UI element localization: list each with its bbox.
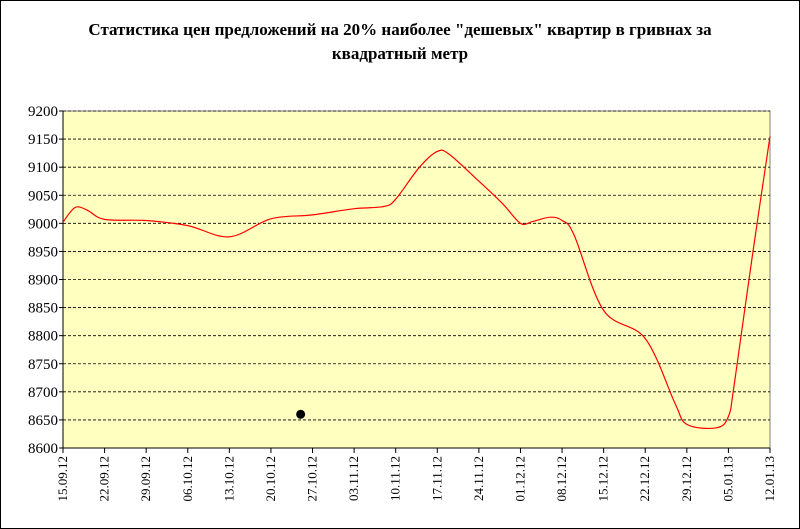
x-tick-label: 17.11.12 <box>429 456 444 501</box>
y-tick-label: 8950 <box>28 244 58 260</box>
x-tick-label: 01.12.12 <box>512 456 527 502</box>
x-tick-label: 27.10.12 <box>305 456 320 502</box>
y-axis: 8600 8650 8700 8750 8800 8850 8900 8950 9000 9050… <box>28 104 64 457</box>
y-tick-label: 8850 <box>28 301 58 317</box>
x-tick-label: 15.12.12 <box>596 456 611 502</box>
y-tick-label: 9150 <box>28 132 58 148</box>
x-tick-label: 03.11.12 <box>346 456 361 501</box>
y-tick-label: 9050 <box>28 188 58 204</box>
x-tick-label: 05.01.13 <box>720 456 735 502</box>
y-tick-label: 8650 <box>28 413 58 429</box>
marker-point <box>296 409 306 419</box>
x-tick-label: 20.10.12 <box>263 456 278 502</box>
y-tick-label: 8900 <box>28 273 58 289</box>
y-tick-label: 9100 <box>28 160 58 176</box>
x-tick-label: 10.11.12 <box>388 456 403 501</box>
x-tick-label: 22.12.12 <box>637 456 652 502</box>
y-tick-label: 8700 <box>28 385 58 401</box>
x-tick-label: 15.09.12 <box>55 456 70 502</box>
y-tick-label: 8600 <box>28 441 58 457</box>
series-line <box>62 136 771 429</box>
x-tick-label: 29.12.12 <box>679 456 694 502</box>
x-axis: 15.09.12 22.09.12 29.09.12 06.10.12 13.10.12… <box>55 447 777 502</box>
x-tick-label: 06.10.12 <box>180 456 195 502</box>
x-tick-label: 29.09.12 <box>138 456 153 502</box>
x-tick-label: 12.01.13 <box>762 456 777 502</box>
x-tick-label: 24.11.12 <box>471 456 486 501</box>
x-tick-label: 08.12.12 <box>554 456 569 502</box>
y-tick-label: 9200 <box>28 104 58 120</box>
y-tick-label: 8800 <box>28 329 58 345</box>
grid-lines <box>63 110 770 421</box>
x-tick-label: 13.10.12 <box>221 456 236 502</box>
chart-title: Статистика цен предложений на 20% наибол… <box>88 20 712 63</box>
x-tick-label: 22.09.12 <box>97 456 112 502</box>
y-tick-label: 8750 <box>28 357 58 373</box>
y-tick-label: 9000 <box>28 216 58 232</box>
